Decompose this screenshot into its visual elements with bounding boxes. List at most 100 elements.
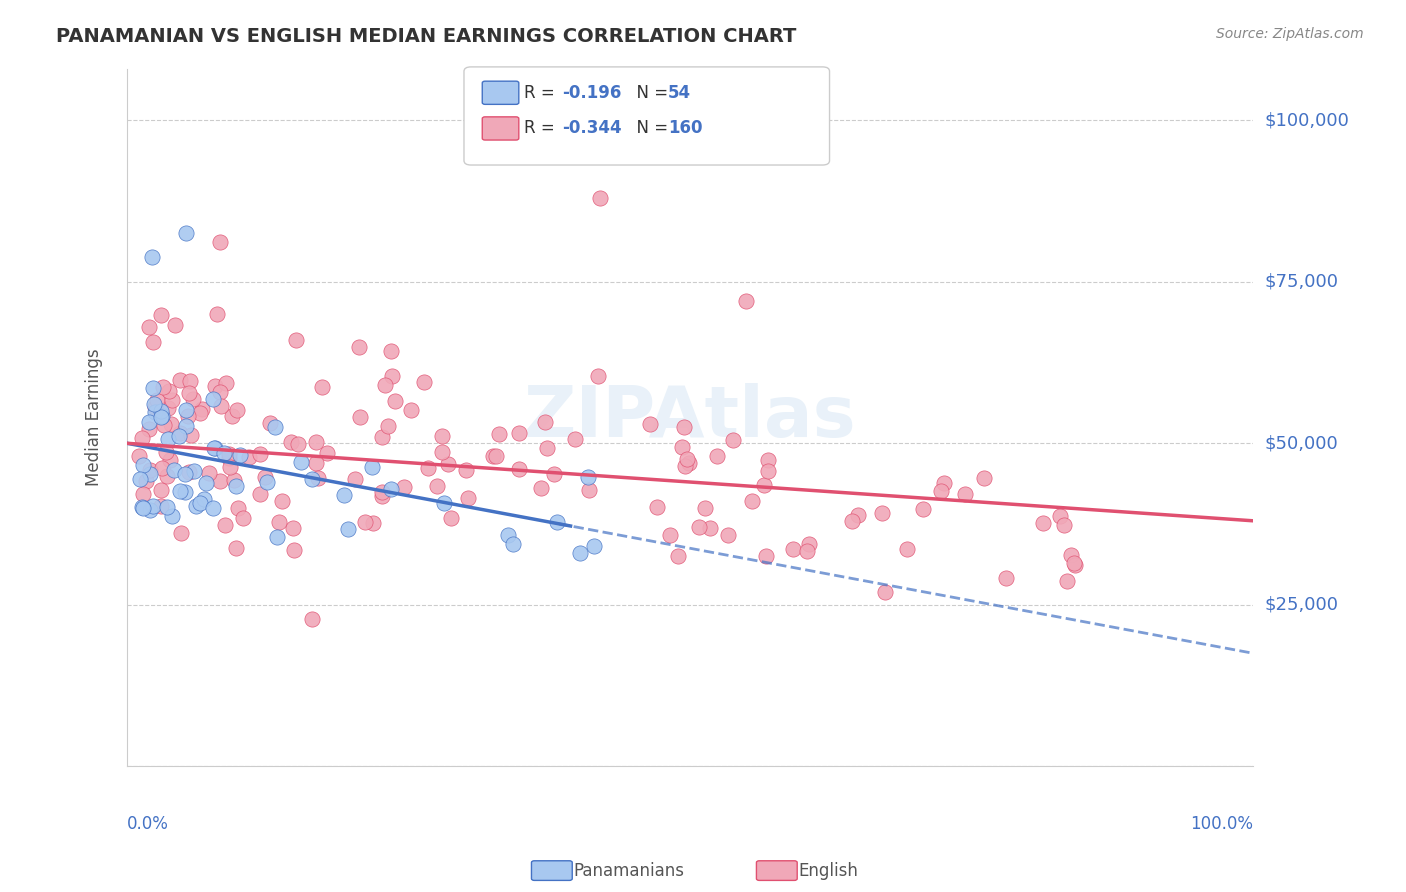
Point [756, 464, 779, 478]
Point [160, 417, 183, 432]
Point [128, 449, 150, 463]
Point [564, 432, 586, 446]
Point [173, 467, 195, 482]
Point [589, 191, 612, 205]
Point [439, 511, 461, 525]
Point [209, 399, 232, 413]
Point [132, 501, 155, 516]
Point [259, 416, 281, 430]
Point [488, 427, 510, 442]
Point [142, 397, 165, 411]
Point [167, 429, 190, 443]
Point [202, 392, 225, 406]
Point [170, 526, 193, 541]
Point [225, 479, 247, 493]
Point [150, 499, 173, 513]
Point [381, 369, 404, 384]
Point [179, 385, 201, 400]
Point [131, 431, 153, 445]
Point [152, 417, 174, 432]
Point [412, 376, 434, 390]
Point [174, 484, 197, 499]
Point [162, 393, 184, 408]
Point [156, 432, 179, 446]
Point [546, 515, 568, 529]
Point [301, 612, 323, 626]
Text: 160: 160 [668, 120, 703, 137]
Point [138, 415, 160, 429]
Point [160, 508, 183, 523]
Point [645, 500, 668, 515]
Point [155, 445, 177, 459]
Point [426, 479, 449, 493]
Point [188, 495, 211, 509]
Point [254, 470, 277, 484]
Point [198, 467, 221, 481]
Point [343, 472, 366, 486]
Text: Panamanians: Panamanians [574, 862, 685, 880]
Point [1063, 558, 1085, 573]
Point [141, 500, 163, 514]
Point [138, 422, 160, 436]
Point [305, 456, 328, 470]
Point [1049, 509, 1071, 524]
Y-axis label: Median Earnings: Median Earnings [86, 349, 103, 486]
Point [159, 453, 181, 467]
Point [142, 334, 165, 349]
Text: R =: R = [524, 84, 561, 102]
Point [184, 499, 207, 513]
Point [583, 539, 606, 553]
Point [156, 500, 179, 514]
Point [717, 528, 740, 542]
Point [128, 472, 150, 486]
Point [875, 585, 897, 599]
Point [267, 515, 290, 529]
Point [307, 471, 329, 485]
Point [142, 381, 165, 395]
Point [666, 549, 689, 564]
Point [576, 470, 599, 484]
Point [209, 235, 232, 249]
Point [436, 457, 458, 471]
Point [174, 226, 197, 240]
Point [181, 392, 204, 406]
Point [756, 453, 779, 467]
Point [214, 518, 236, 533]
Point [1056, 574, 1078, 588]
Point [1063, 557, 1085, 571]
Point [204, 441, 226, 455]
Point [218, 451, 240, 466]
Text: $75,000: $75,000 [1264, 273, 1339, 291]
Point [149, 483, 172, 497]
Point [896, 541, 918, 556]
Point [496, 528, 519, 542]
Point [301, 472, 323, 486]
Point [238, 450, 260, 465]
Point [212, 446, 235, 460]
Point [139, 503, 162, 517]
Point [156, 469, 179, 483]
Point [188, 406, 211, 420]
Text: $25,000: $25,000 [1264, 596, 1339, 614]
Point [229, 448, 252, 462]
Point [912, 502, 935, 516]
Point [143, 400, 166, 414]
Point [932, 476, 955, 491]
Text: N =: N = [626, 120, 673, 137]
Point [586, 369, 609, 384]
Point [1053, 518, 1076, 533]
Point [256, 475, 278, 489]
Text: N =: N = [626, 84, 673, 102]
Point [673, 419, 696, 434]
Point [157, 384, 180, 398]
Point [226, 501, 249, 516]
Point [225, 541, 247, 555]
Point [485, 449, 508, 463]
Text: 100.0%: 100.0% [1189, 815, 1253, 833]
Point [678, 456, 700, 470]
Point [371, 484, 394, 499]
Point [735, 294, 758, 309]
Point [568, 546, 591, 560]
Text: R =: R = [524, 120, 561, 137]
Point [266, 530, 288, 544]
